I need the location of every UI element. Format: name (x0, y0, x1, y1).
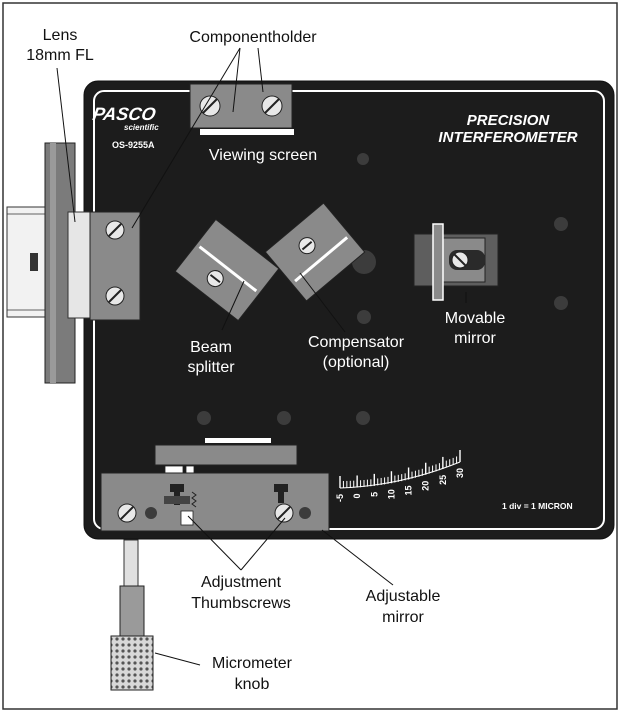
scale-baseline (339, 461, 461, 489)
scale-tick-label: 15 (404, 486, 414, 496)
viewing-screen-holder (189, 83, 294, 135)
scale-tick-label: 25 (438, 475, 448, 485)
adjustable-mirror-label-line1: Adjustable (366, 588, 441, 605)
movable-mirror-label-line1: Movable (445, 310, 506, 327)
lens-label-line1: Lens (43, 27, 78, 44)
scale-tick-label: 0 (352, 493, 362, 498)
component-holder-left (67, 211, 141, 321)
title-line-1: PRECISION (467, 112, 551, 129)
scale-tick-label: 10 (386, 489, 396, 499)
brand-logo: PASCO (91, 104, 157, 124)
micrometer (110, 539, 154, 691)
beam-splitter-label-line2: splitter (187, 359, 235, 376)
leader-lines (56, 47, 467, 666)
beam-splitter (174, 218, 280, 322)
lens-label-line2: 18mm FL (26, 47, 94, 64)
compensator (264, 202, 366, 302)
adjustable-mirror-label-line2: mirror (382, 609, 424, 626)
movable-mirror-label-line2: mirror (454, 330, 496, 347)
title-line-2: INTERFEROMETER (438, 129, 577, 146)
scale-tick-label: 5 (369, 492, 379, 497)
scale-tick-label: 20 (421, 481, 431, 491)
adjustable-mirror-block (154, 438, 298, 474)
compensator-label-line2: (optional) (323, 354, 390, 371)
viewing-screen-label: Viewing screen (209, 147, 317, 164)
micrometer-scale: -5 0 5 10 15 20 25 30 (335, 450, 465, 502)
scale-tick-label: -5 (335, 494, 345, 502)
micrometer-label-line2: knob (235, 676, 270, 693)
model-number: OS-9255A (112, 140, 155, 150)
base-panel (83, 80, 615, 540)
adjustment-label-line1: Adjustment (201, 574, 282, 591)
adjustment-label-line2: Thumbscrews (191, 595, 291, 612)
laser-housing (6, 206, 52, 318)
adjustable-mirror-base (100, 472, 330, 532)
brand-subtitle: scientific (124, 123, 159, 132)
beam-splitter-label-line1: Beam (190, 339, 232, 356)
micrometer-label-line1: Micrometer (212, 655, 293, 672)
movable-mirror (413, 223, 499, 301)
component-holder-label: Componentholder (189, 29, 317, 46)
compensator-label-line1: Compensator (308, 334, 405, 351)
scale-note: 1 div = 1 MICRON (502, 501, 573, 511)
scale-tick-label: 30 (455, 468, 465, 478)
